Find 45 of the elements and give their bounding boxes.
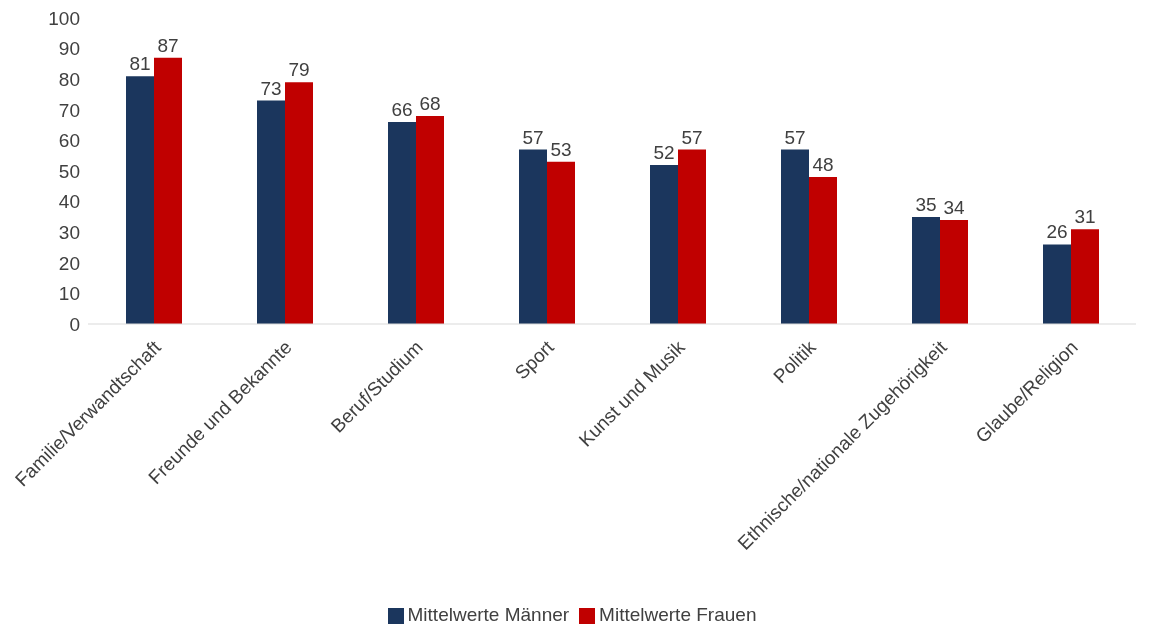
data-label: 57 xyxy=(784,126,806,148)
data-label: 31 xyxy=(1074,206,1096,228)
data-label: 73 xyxy=(260,77,282,99)
y-tick-label: 90 xyxy=(58,38,80,60)
y-tick-label: 40 xyxy=(58,191,80,213)
bar xyxy=(781,149,809,324)
data-label: 68 xyxy=(419,92,441,114)
y-tick-label: 0 xyxy=(69,313,80,335)
y-tick-label: 60 xyxy=(58,130,80,152)
y-tick-label: 20 xyxy=(58,252,80,274)
data-label: 48 xyxy=(812,154,834,176)
legend-label: Mittelwerte Frauen xyxy=(599,604,757,625)
y-tick-label: 70 xyxy=(58,99,80,121)
data-label: 57 xyxy=(681,126,703,148)
data-label: 87 xyxy=(157,34,179,56)
data-label: 53 xyxy=(550,138,572,160)
bar xyxy=(1071,229,1099,324)
bar xyxy=(519,149,547,324)
data-label: 81 xyxy=(129,53,151,75)
bar xyxy=(416,115,444,324)
y-tick-label: 100 xyxy=(48,7,80,29)
y-tick-label: 30 xyxy=(58,221,80,243)
data-label: 57 xyxy=(522,126,544,148)
data-label: 35 xyxy=(915,193,937,215)
legend-label: Mittelwerte Männer xyxy=(407,604,570,625)
bar xyxy=(809,177,837,324)
data-label: 52 xyxy=(653,141,675,163)
bar xyxy=(912,216,940,324)
data-label: 66 xyxy=(391,99,413,121)
bar xyxy=(285,82,313,324)
bar xyxy=(678,149,706,324)
data-label: 79 xyxy=(288,59,310,81)
data-label: 34 xyxy=(943,196,965,218)
bar xyxy=(388,122,416,324)
y-tick-label: 50 xyxy=(58,160,80,182)
bar xyxy=(1043,244,1071,324)
y-tick-label: 10 xyxy=(58,283,80,305)
y-tick-label: 80 xyxy=(58,68,80,90)
data-label: 26 xyxy=(1046,221,1068,243)
bar xyxy=(547,161,575,324)
bar xyxy=(940,219,968,324)
bar xyxy=(126,76,154,324)
bar xyxy=(257,100,285,324)
bar xyxy=(154,57,182,324)
bar xyxy=(650,164,678,324)
